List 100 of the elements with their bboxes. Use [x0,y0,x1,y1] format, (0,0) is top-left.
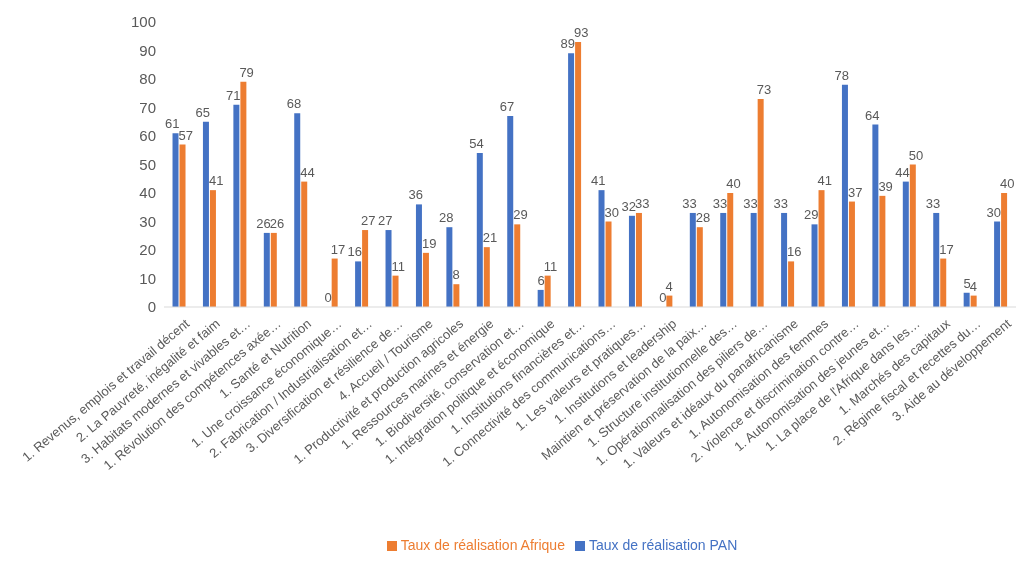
data-label: 33 [712,195,728,211]
data-label: 71 [225,87,241,103]
data-label: 27 [361,213,376,229]
y-tick-label: 20 [139,241,156,259]
bar [179,144,186,307]
bar [727,193,734,307]
bar [270,232,277,307]
bar [841,84,848,307]
bar [202,121,209,307]
bar [446,227,453,307]
bar [476,153,483,307]
bar [781,212,788,307]
bar [415,204,422,307]
data-label: 16 [347,244,363,260]
bar [848,201,855,307]
data-label: 73 [756,81,772,97]
data-label: 93 [574,24,589,40]
bar [902,181,909,307]
data-label: 28 [438,210,454,226]
y-tick-label: 100 [130,13,156,31]
y-tick-label: 50 [139,155,156,173]
bar [757,98,764,307]
bar [355,261,362,307]
data-label: 30 [986,204,1002,220]
bar [933,212,940,307]
data-label: 41 [591,173,606,189]
data-label: 79 [239,64,254,80]
y-tick-label: 80 [139,70,156,88]
bar [331,258,338,307]
bar [537,289,544,307]
data-label: 11 [391,258,406,274]
y-tick-label: 60 [139,127,156,145]
data-label: 36 [408,187,423,203]
data-label: 4 [665,278,673,294]
bar [422,252,429,307]
bar [811,224,818,307]
bar [233,104,240,307]
y-tick-label: 40 [139,184,156,202]
bar [263,232,270,307]
bar [909,164,916,307]
data-label: 6 [537,272,545,288]
data-label: 50 [908,147,924,163]
data-label: 33 [682,195,697,211]
data-label: 41 [208,173,224,189]
bar [568,53,575,307]
bar [294,113,301,307]
y-tick-label: 0 [147,298,156,316]
bar [598,190,605,307]
data-label: 28 [695,210,711,226]
legend-label: Taux de réalisation PAN [588,537,738,553]
data-label: 4 [969,278,977,294]
data-label: 21 [482,230,498,246]
data-label: 17 [330,241,346,257]
y-tick-label: 30 [139,212,156,230]
data-label: 67 [499,99,515,115]
bar [240,81,247,307]
data-label: 27 [378,213,393,229]
y-tick-label: 90 [139,41,156,59]
bar [483,247,490,307]
bar [628,215,635,307]
data-label: 19 [421,235,437,251]
bar [362,230,369,307]
bar [696,227,703,307]
bar [963,292,970,307]
data-label: 29 [513,207,528,223]
bar [392,275,399,307]
bar [750,212,757,307]
bar [879,195,886,307]
bar [720,212,727,307]
bar [385,230,392,307]
bar [818,190,825,307]
bar [301,181,308,307]
data-label: 61 [165,116,180,132]
bar [514,224,521,307]
data-label: 11 [543,258,558,274]
data-label: 64 [864,107,880,123]
data-label: 33 [925,195,941,211]
data-label: 0 [659,289,667,305]
data-label: 78 [834,67,849,83]
data-label: 40 [1000,176,1015,191]
data-label: 26 [256,215,271,231]
bar [1001,193,1008,307]
bar [940,258,947,307]
y-tick-label: 70 [139,98,156,116]
bar [605,221,612,307]
data-label: 44 [300,164,315,180]
data-label: 41 [817,173,832,189]
data-label: 5 [963,275,971,291]
data-label: 33 [743,195,758,211]
data-label: 0 [324,289,332,305]
data-label: 16 [787,244,802,260]
bar [689,212,696,307]
bar [544,275,551,307]
data-label: 26 [269,215,285,231]
y-tick-label: 10 [139,269,156,287]
bar [788,261,795,307]
bar [635,212,642,307]
data-label: 33 [773,195,789,211]
data-label: 29 [804,207,819,223]
bar [172,133,179,307]
